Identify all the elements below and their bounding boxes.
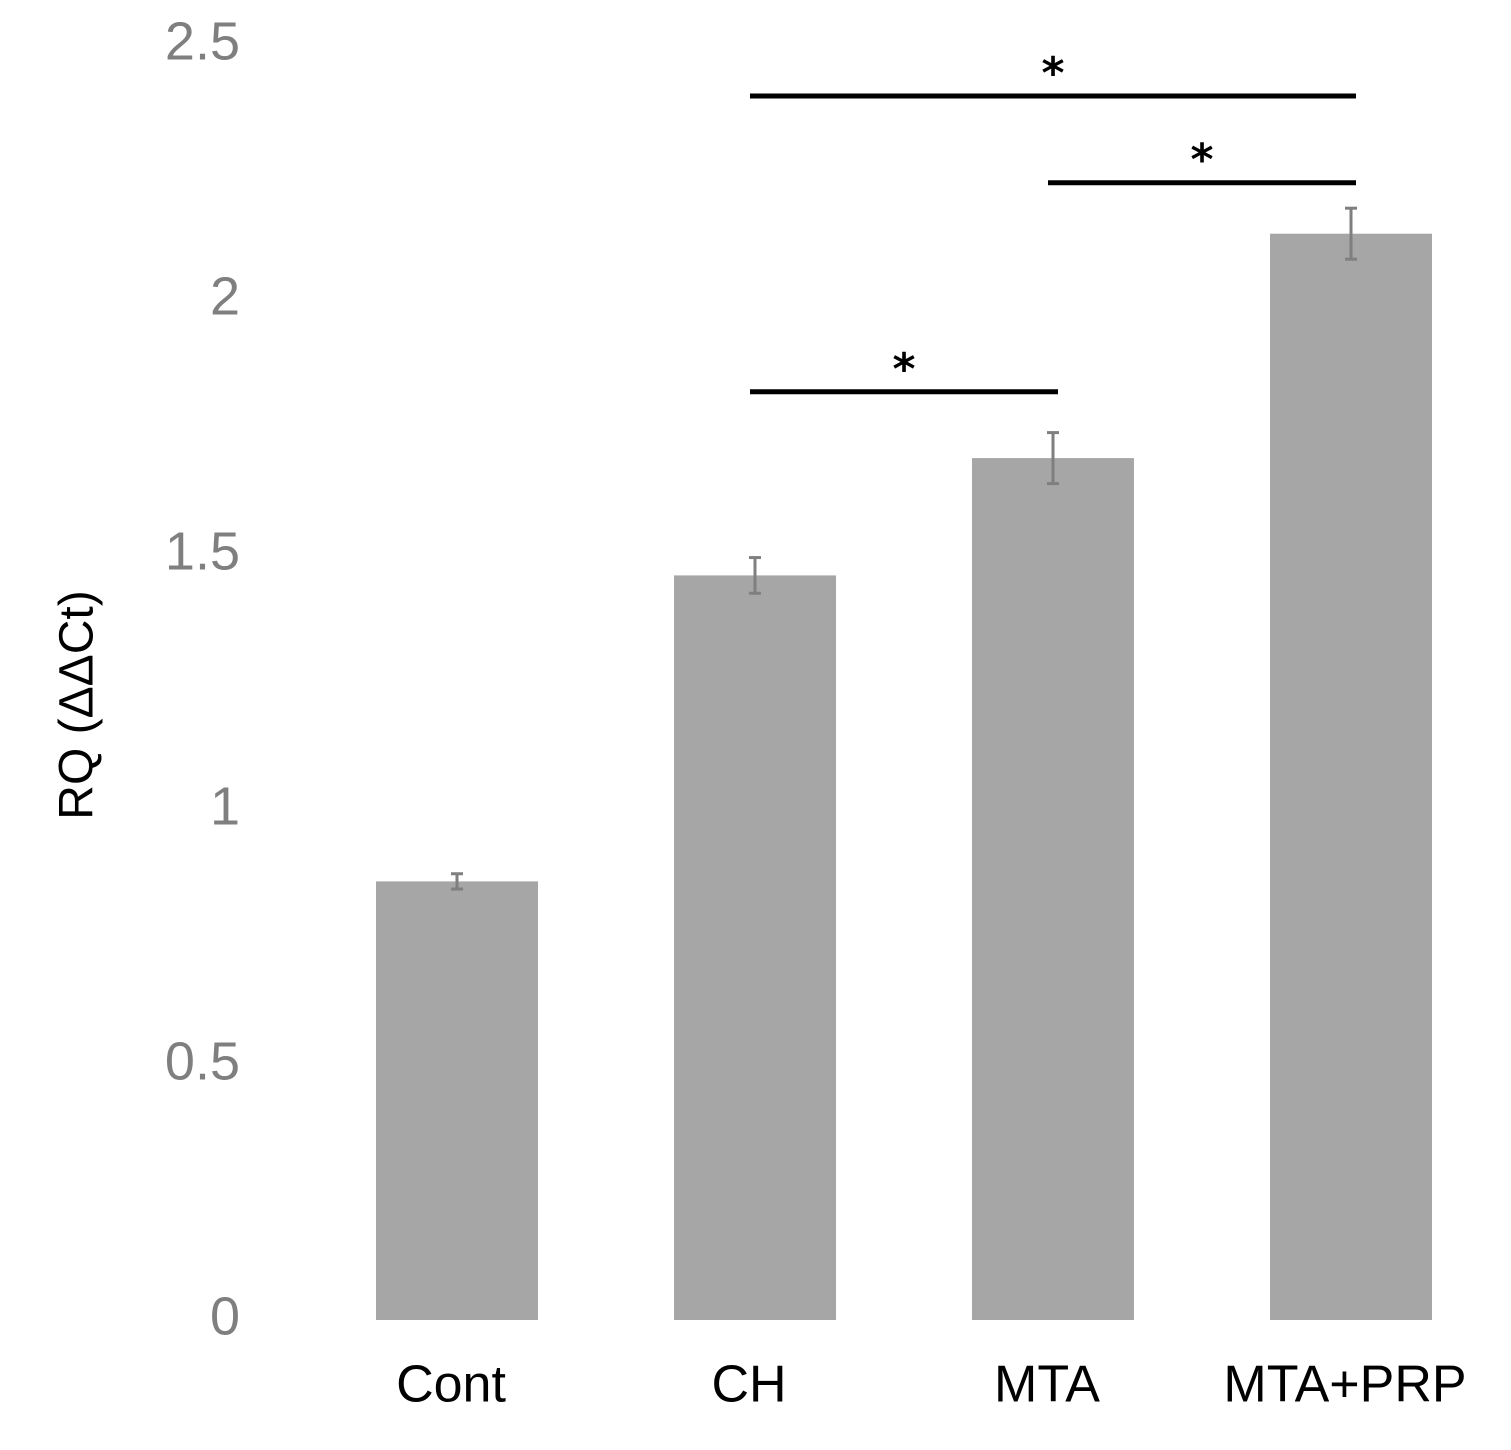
- y-tick-label: 1.5: [165, 521, 240, 581]
- x-axis-labels: Cont CH MTA MTA+PRP: [396, 1356, 1467, 1414]
- bar-mta: [972, 458, 1134, 1321]
- significance-star: *: [1190, 135, 1213, 186]
- y-tick-label: 0.5: [165, 1031, 240, 1091]
- x-category-label: CH: [711, 1356, 786, 1414]
- y-tick-label: 1: [210, 776, 240, 836]
- y-axis-ticks: 0 0.5 1 1.5 2 2.5: [165, 11, 240, 1346]
- significance-star: *: [1041, 48, 1064, 99]
- x-category-label: MTA: [994, 1356, 1100, 1414]
- y-tick-label: 2: [210, 266, 240, 326]
- bar-ch: [674, 575, 836, 1320]
- significance-star: *: [892, 344, 915, 395]
- y-tick-label: 2.5: [165, 11, 240, 71]
- error-bars: [451, 206, 1357, 891]
- x-category-label: MTA+PRP: [1223, 1356, 1466, 1414]
- y-axis-title: RQ (ΔΔCt): [51, 590, 104, 819]
- bars: [376, 233, 1432, 1321]
- bar-cont: [376, 881, 538, 1320]
- x-category-label: Cont: [396, 1356, 506, 1414]
- y-tick-label: 0: [210, 1286, 240, 1346]
- bar-mta-prp: [1270, 233, 1432, 1321]
- significance-annotations: * * *: [750, 48, 1356, 395]
